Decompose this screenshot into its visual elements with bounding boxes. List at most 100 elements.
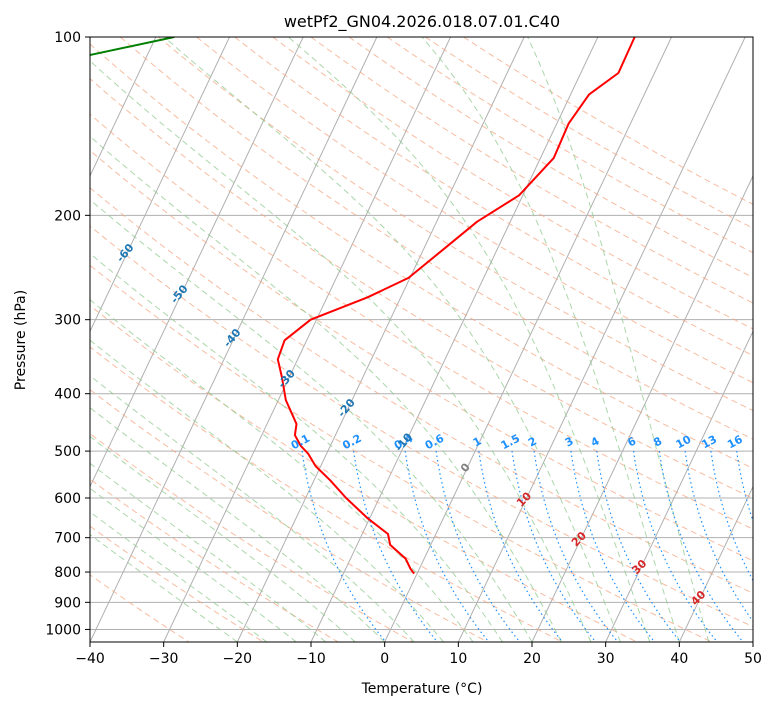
mixing-ratio-line [353, 451, 438, 642]
plot-labels: 0.10.20.40.611.52346810131620253036-100-… [7, 156, 771, 608]
y-tick-label: 800 [54, 565, 81, 581]
x-tick-label: 20 [523, 651, 541, 667]
y-axis-title: Pressure (hPa) [13, 290, 29, 390]
mixing-ratio-line [763, 451, 775, 642]
moist-adiabat [90, 462, 327, 642]
dry-adiabat [90, 78, 753, 499]
plot-frame [89, 36, 754, 643]
y-tick-label: 1000 [45, 622, 81, 638]
dry-adiabat [90, 478, 339, 642]
x-tick-label: 30 [597, 651, 615, 667]
dry-adiabat [158, 37, 753, 412]
dry-adiabat [463, 37, 753, 205]
dry-adiabat [90, 346, 563, 642]
moist-adiabat [90, 60, 592, 642]
moist-adiabat [421, 37, 680, 642]
isotherm-line [236, 37, 525, 642]
isotherm-label: -50 [168, 282, 191, 306]
x-tick-label: −40 [75, 651, 105, 667]
dry-adiabat [196, 37, 753, 384]
dry-adiabat [90, 264, 712, 642]
moist-adiabat [90, 375, 415, 642]
moist-adiabat [90, 436, 356, 642]
dry-adiabat-label: 30 [629, 557, 649, 577]
y-tick-label: 900 [54, 595, 81, 611]
dry-adiabat [272, 37, 753, 330]
mixing-ratio-label: 10 [674, 433, 694, 452]
temperature-profile-line [276, 37, 636, 575]
mixing-ratio-line [404, 451, 490, 642]
mixing-ratio-line [511, 451, 597, 642]
mixing-ratio-line [736, 451, 753, 523]
moist-adiabat [90, 406, 386, 642]
y-tick-label: 400 [54, 387, 81, 403]
isotherm-line [752, 640, 753, 642]
dry-adiabat-label: 20 [569, 529, 589, 549]
x-tick-label: 40 [670, 651, 688, 667]
mixing-ratio-label: 0.2 [340, 432, 363, 453]
isotherm-line [531, 174, 753, 642]
moist-adiabat [90, 252, 503, 642]
mixing-ratio-line [435, 451, 521, 642]
dry-adiabat-label: 40 [688, 588, 708, 608]
isotherm-line [90, 37, 157, 178]
mixing-ratio-line [658, 451, 744, 642]
x-tick-label: 0 [380, 651, 389, 667]
mixing-ratio-line [533, 451, 619, 642]
moist-adiabat [288, 37, 651, 642]
y-tick-label: 700 [54, 531, 81, 547]
mixing-ratio-line [684, 451, 753, 623]
dry-adiabat [90, 113, 753, 530]
isotherm-line [605, 330, 753, 642]
mixing-ratio-label: 16 [725, 433, 745, 452]
isotherm-line [0, 37, 9, 642]
moist-adiabat [90, 487, 297, 642]
isotherm-label: -40 [221, 326, 244, 350]
moist-adiabat [163, 37, 621, 642]
y-tick-label: 100 [54, 30, 81, 46]
isotherm-label: -10 [392, 430, 415, 454]
mixing-ratio-line [301, 451, 387, 642]
moist-adiabat [90, 135, 562, 642]
x-axis-title: Temperature (°C) [361, 681, 483, 697]
y-tick-label: 500 [54, 444, 81, 460]
dry-adiabat [425, 37, 753, 229]
x-tick-label: −20 [223, 651, 253, 667]
isotherm-line [163, 37, 451, 642]
mixing-ratio-line [478, 451, 564, 642]
isotherm-label: -20 [335, 396, 358, 420]
dry-adiabat [90, 525, 264, 642]
mixing-ratio-line [596, 451, 681, 642]
dry-adiabat [90, 187, 753, 594]
x-tick-label: 50 [744, 651, 762, 667]
mixing-ratio-label: 20 [751, 433, 771, 452]
dry-adiabat [348, 37, 753, 279]
y-tick-label: 300 [54, 313, 81, 329]
dry-adiabat-label: 10 [514, 489, 534, 509]
mixing-ratio-line [570, 451, 656, 642]
isotherm-label: -80 [7, 156, 30, 180]
moist-adiabat [90, 199, 533, 642]
dry-adiabat [90, 304, 638, 642]
isotherm-line [384, 37, 672, 642]
y-tick-label: 600 [54, 491, 81, 507]
moist-adiabat [90, 299, 474, 642]
dry-adiabat [90, 149, 753, 562]
mixing-ratio-label: 0.6 [423, 432, 447, 453]
dry-adiabat [90, 225, 753, 628]
dry-adiabat [119, 37, 753, 440]
chart-title: wetPf2_GN04.2026.018.07.01.C40 [284, 12, 560, 32]
isotherm-line [90, 37, 304, 488]
x-tick-label: 10 [449, 651, 467, 667]
dry-adiabat [234, 37, 753, 357]
mixing-ratio-label: 8 [651, 434, 664, 449]
dry-adiabat [90, 43, 753, 469]
isotherm-label: 0 [458, 460, 473, 474]
mixing-ratio-label: 2 [526, 434, 539, 449]
x-tick-label: −10 [296, 651, 326, 667]
y-tick-label: 200 [54, 208, 81, 224]
plot-series [90, 37, 636, 575]
moist-adiabat [90, 534, 238, 642]
